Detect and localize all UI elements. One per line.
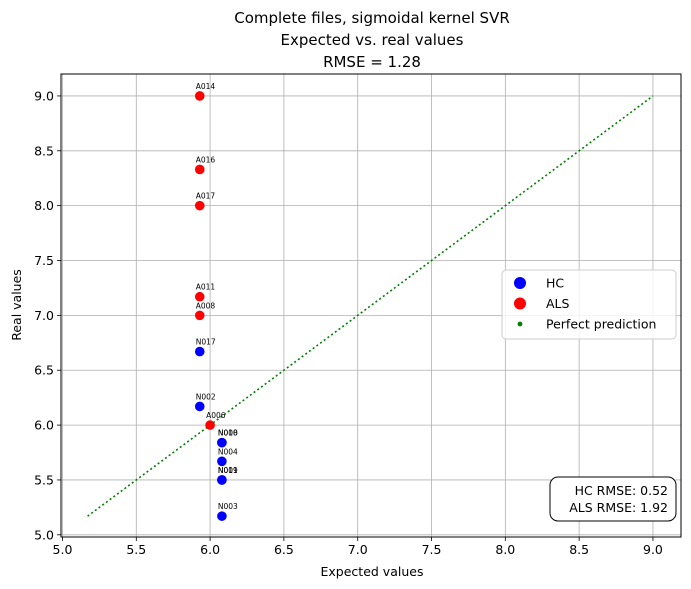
y-axis-ticks: 5.0 5.5 6.0 6.5 7.0 7.5 8.0 8.5 9.0: [34, 88, 61, 542]
y-axis-label: Real values: [9, 269, 24, 341]
x-tick-label: 6.5: [274, 542, 294, 557]
x-axis-ticks: 5.0 5.5 6.0 6.5 7.0 7.5 8.0 8.5 9.0: [53, 537, 663, 557]
hc-point: [194, 346, 205, 357]
legend-frame: [501, 269, 677, 340]
x-tick-label: 7.5: [422, 542, 442, 557]
chart-title-line-3: RMSE = 1.28: [323, 53, 421, 71]
y-tick-label: 7.0: [34, 308, 54, 323]
legend-label: HC: [546, 276, 564, 291]
y-tick-label: 7.5: [34, 253, 54, 268]
legend-marker-als: [514, 297, 526, 310]
point-label: A016: [196, 155, 216, 164]
hc-point: [194, 401, 205, 412]
data-points: [194, 91, 227, 521]
x-tick-label: 7.0: [348, 542, 368, 557]
point-label: N002: [196, 392, 216, 401]
chart-title-line-1: Complete files, sigmoidal kernel SVR: [234, 9, 510, 27]
x-tick-label: 6.0: [200, 542, 220, 557]
y-tick-label: 5.5: [34, 472, 54, 487]
point-label: N004: [218, 447, 238, 456]
chart-title-line-2: Expected vs. real values: [281, 31, 464, 49]
y-tick-label: 6.5: [34, 363, 54, 378]
point-label: N011: [218, 466, 238, 475]
x-axis-label: Expected values: [321, 564, 424, 579]
x-tick-label: 5.5: [126, 542, 146, 557]
y-tick-label: 8.5: [34, 143, 54, 158]
y-tick-label: 6.0: [34, 418, 54, 433]
point-label: A017: [196, 192, 216, 201]
als-point: [194, 91, 205, 101]
hc-point: [217, 475, 227, 485]
point-label: A011: [196, 283, 216, 292]
x-tick-label: 8.0: [495, 542, 515, 557]
y-tick-label: 5.0: [34, 527, 54, 542]
point-label: N010: [218, 429, 238, 438]
point-label: N009: [218, 466, 238, 475]
hc-point: [217, 511, 227, 521]
als-point: [194, 200, 205, 211]
y-tick-label: 9.0: [34, 88, 54, 103]
point-label: A014: [196, 82, 216, 91]
hc-point: [217, 456, 227, 467]
legend-label: Perfect prediction: [546, 317, 656, 332]
x-tick-label: 9.0: [643, 542, 663, 557]
hc-point: [217, 437, 227, 448]
rmse-box-frame: [549, 476, 677, 522]
point-label: A008: [196, 301, 216, 310]
y-tick-label: 8.0: [34, 198, 54, 213]
point-label: N003: [218, 502, 238, 511]
point-label: N017: [196, 338, 216, 347]
hc-rmse-text: HC RMSE: 0.52: [575, 483, 668, 498]
point-label: N008: [218, 429, 238, 438]
legend-marker-perfect-prediction: [517, 321, 523, 327]
rmse-annotation-box: HC RMSE: 0.52 ALS RMSE: 1.92: [549, 476, 677, 522]
legend: HC ALS Perfect prediction: [501, 269, 677, 340]
als-point: [194, 310, 205, 321]
x-tick-label: 5.0: [53, 542, 73, 557]
plot-area-frame: [60, 73, 682, 538]
als-point: [194, 291, 205, 302]
als-point: [194, 164, 205, 175]
legend-label: ALS: [546, 296, 570, 311]
als-rmse-text: ALS RMSE: 1.92: [569, 500, 668, 515]
x-tick-label: 8.5: [569, 542, 589, 557]
legend-marker-hc: [514, 277, 526, 289]
als-point: [205, 420, 215, 430]
point-label: A006: [206, 411, 226, 420]
